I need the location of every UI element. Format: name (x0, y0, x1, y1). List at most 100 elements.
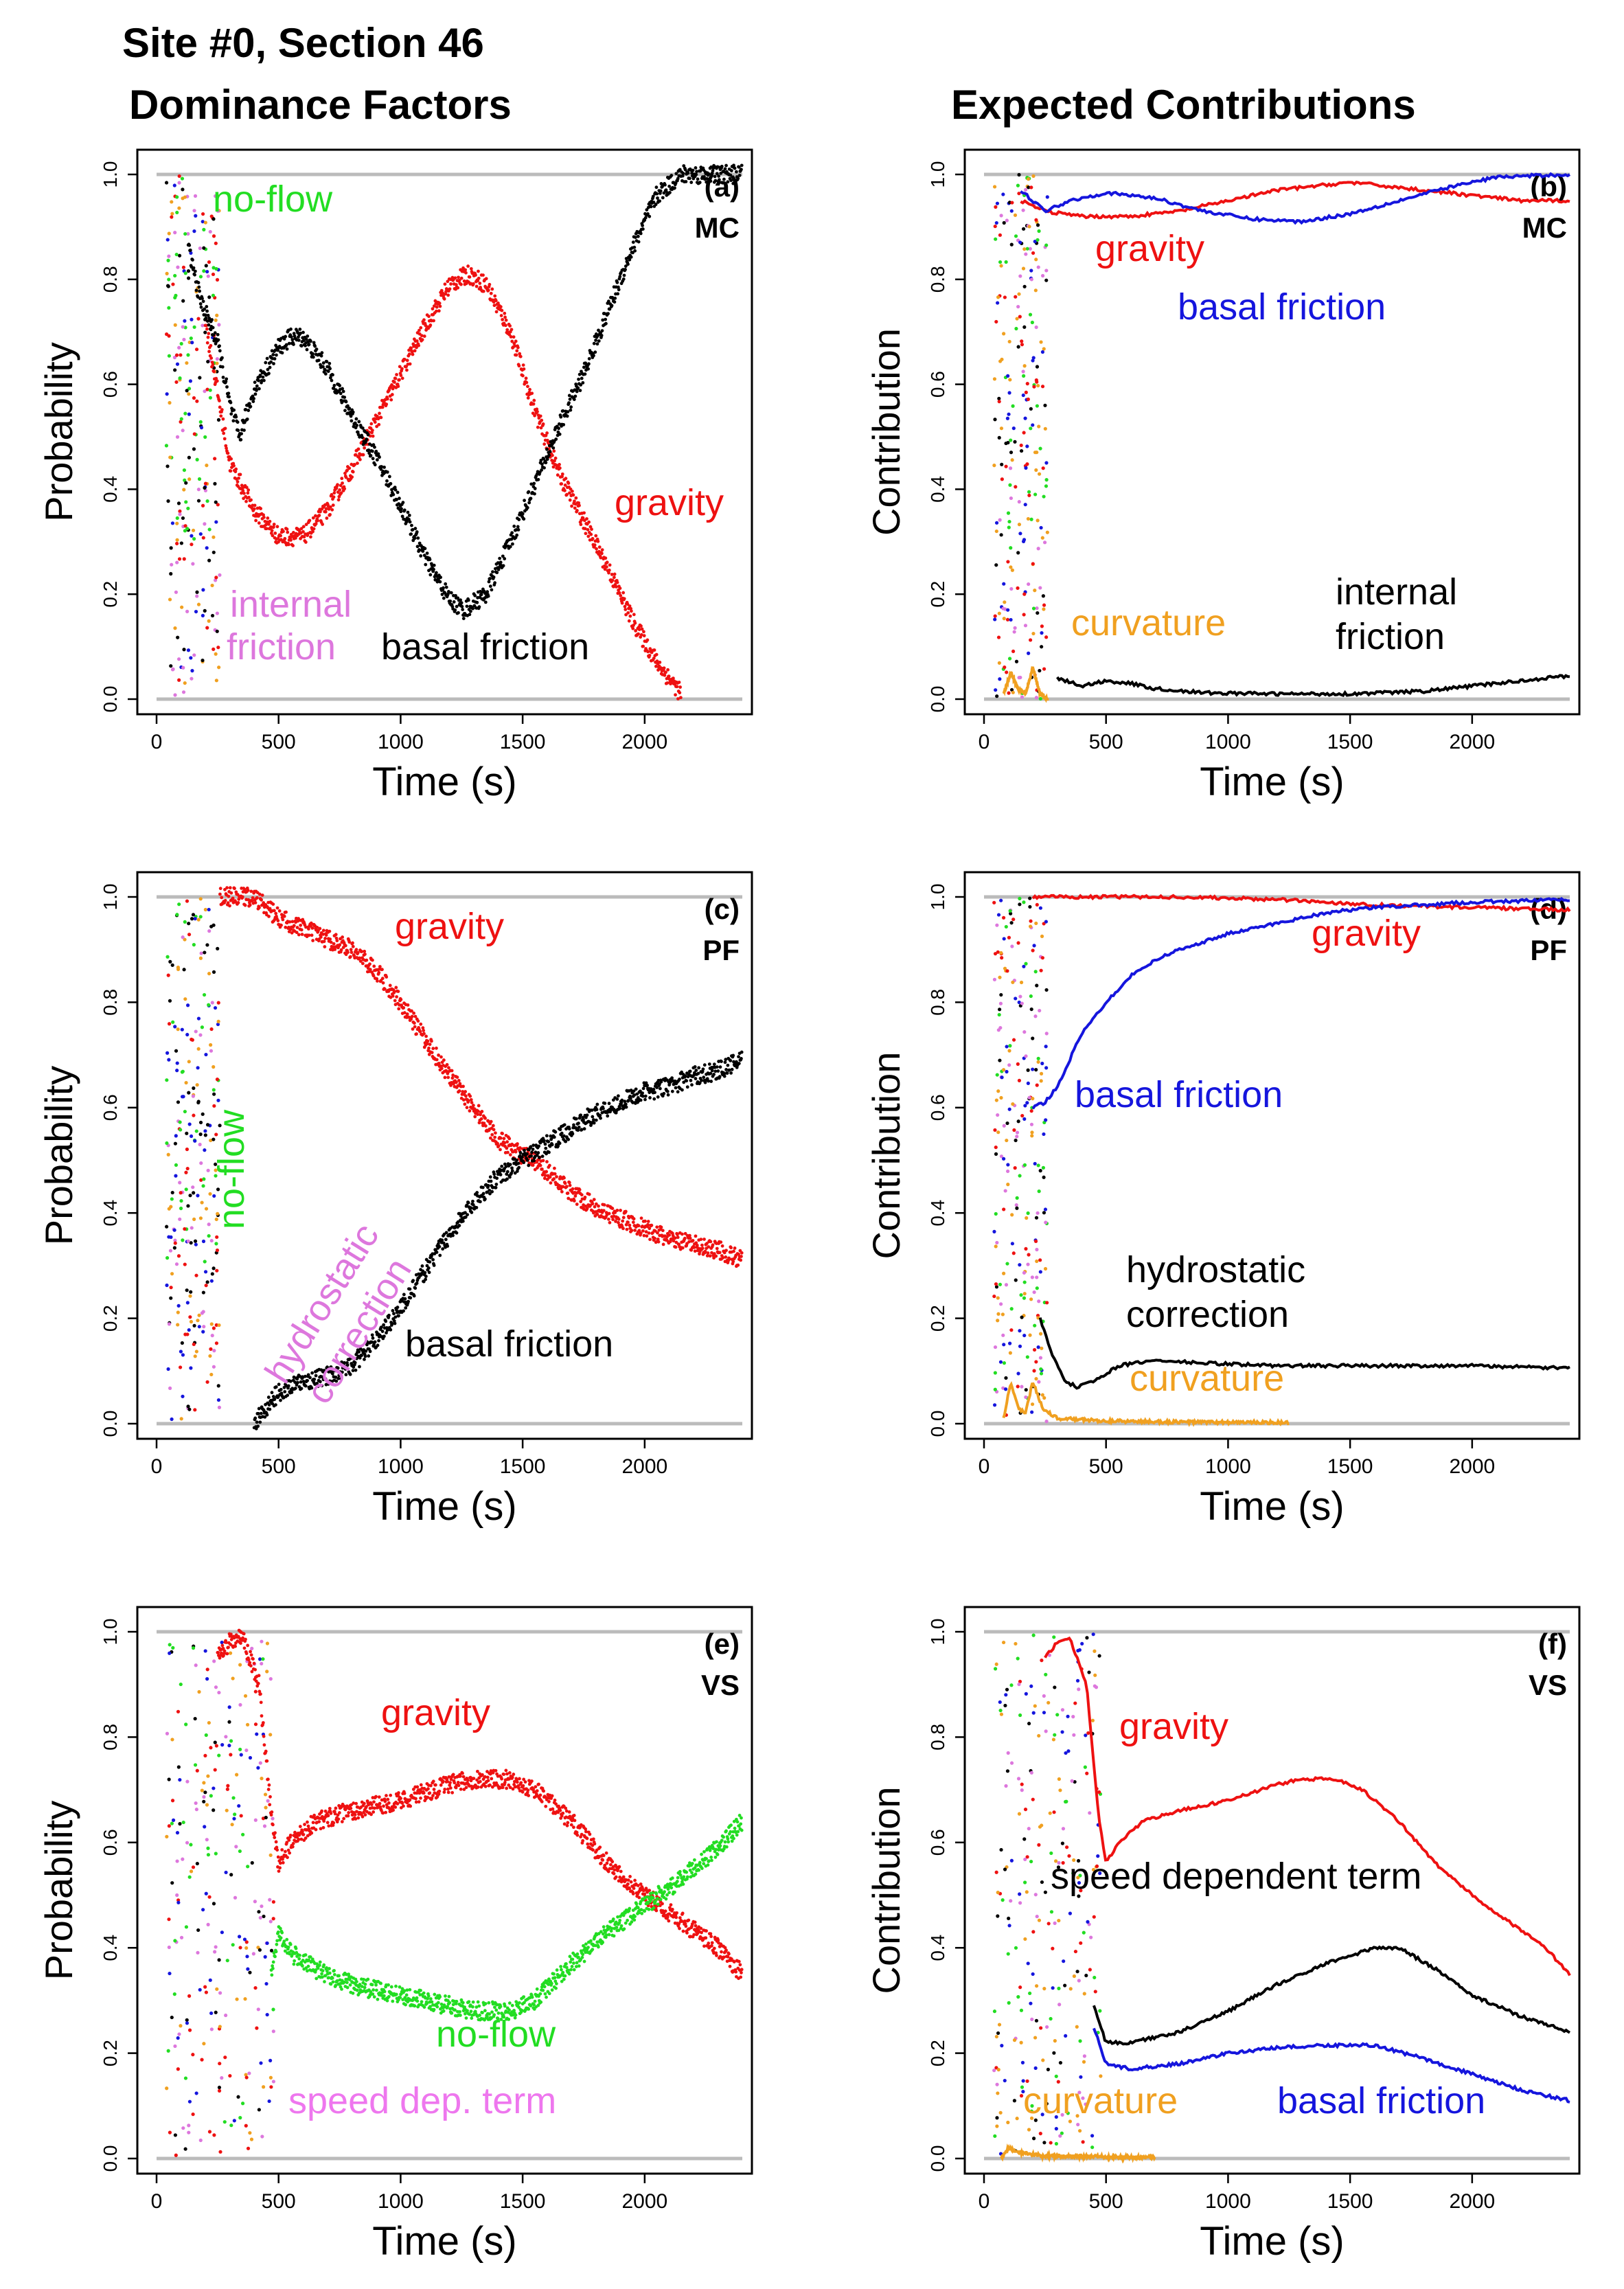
data-point (424, 1277, 428, 1282)
transient-point (1038, 906, 1042, 910)
data-point (494, 299, 498, 303)
transient-point (205, 387, 209, 391)
data-point (596, 539, 600, 543)
transient-point (1031, 356, 1036, 360)
data-point (569, 405, 573, 409)
data-point (589, 532, 593, 536)
data-point (477, 1104, 481, 1108)
data-point (366, 433, 370, 437)
data-point (624, 613, 628, 617)
data-point (475, 1191, 479, 1194)
data-point (586, 367, 591, 371)
transient-point (995, 923, 999, 927)
transient-point (205, 269, 209, 274)
data-point (645, 638, 650, 642)
y-tick-label: 0.6 (100, 1094, 121, 1121)
data-point (284, 910, 288, 914)
transient-point (212, 1104, 216, 1108)
transient-point (211, 923, 216, 927)
data-point (299, 527, 304, 531)
transient-point (1000, 1075, 1004, 1080)
transient-point (183, 411, 187, 415)
data-point (642, 634, 646, 638)
data-point (351, 470, 355, 474)
transient-point (1033, 589, 1037, 593)
transient-point (203, 389, 207, 394)
data-point (667, 184, 672, 188)
data-point (516, 527, 521, 532)
y-tick-label: 0.2 (100, 1305, 121, 1332)
data-point (321, 361, 325, 365)
data-point (428, 323, 433, 327)
data-point (253, 503, 257, 508)
data-point (477, 1109, 480, 1113)
data-point (470, 1211, 474, 1214)
transient-point (185, 609, 190, 614)
data-point (536, 477, 540, 481)
transient-point (188, 1294, 192, 1298)
data-point (470, 1101, 474, 1104)
model-label: PF (702, 934, 740, 966)
transient-point (1026, 397, 1030, 401)
data-point (239, 437, 243, 442)
data-point (373, 445, 376, 449)
transient-point (1035, 1247, 1039, 1252)
transient-point (1009, 1328, 1014, 1332)
data-point (676, 697, 680, 701)
data-point (499, 560, 503, 565)
data-point (720, 1244, 724, 1248)
transient-point (994, 1244, 998, 1249)
transient-point (167, 277, 171, 282)
transient-point (1018, 532, 1022, 536)
data-point (688, 1236, 692, 1240)
transient-point (205, 1280, 209, 1284)
transient-point (203, 950, 207, 955)
transient-point (190, 917, 194, 921)
data-point (656, 1095, 660, 1099)
transient-point (170, 212, 174, 216)
data-point (494, 1131, 497, 1135)
transient-point (1028, 247, 1032, 251)
transient-point (201, 536, 205, 540)
data-point (290, 1391, 294, 1394)
data-point (485, 590, 490, 594)
transient-point (1014, 295, 1018, 299)
transient-point (1020, 695, 1025, 699)
transient-point (1020, 1315, 1024, 1319)
transient-point (1034, 1068, 1038, 1072)
data-point (583, 1195, 587, 1199)
data-point (544, 1146, 548, 1150)
data-point (501, 564, 505, 568)
data-point (493, 1135, 497, 1139)
data-point (602, 1203, 606, 1207)
data-point (268, 1407, 272, 1411)
y-tick-label: 0.4 (100, 1200, 121, 1227)
transient-point (203, 608, 207, 613)
transient-point (209, 1372, 214, 1377)
transient-point (1033, 240, 1037, 244)
data-point (453, 276, 457, 280)
transient-point (203, 435, 207, 439)
data-point (663, 183, 667, 187)
x-tick-label: 1500 (500, 731, 546, 753)
data-point (353, 421, 357, 425)
transient-point (186, 269, 191, 273)
data-point (706, 1251, 710, 1255)
transient-point (1044, 1220, 1048, 1225)
data-point (317, 358, 321, 363)
data-point (310, 926, 314, 930)
transient-point (1025, 382, 1029, 386)
transient-point (193, 194, 198, 198)
data-point (253, 900, 258, 904)
data-point (379, 467, 383, 471)
transient-point (1011, 404, 1015, 408)
data-point (451, 1233, 455, 1238)
transient-point (179, 541, 183, 545)
data-point (424, 1034, 428, 1038)
data-point (209, 328, 213, 332)
data-point (229, 891, 233, 895)
transient-point (180, 1027, 184, 1032)
y-tick-label: 0.6 (927, 1094, 948, 1121)
transient-point (209, 1322, 214, 1326)
transient-point (185, 527, 190, 531)
